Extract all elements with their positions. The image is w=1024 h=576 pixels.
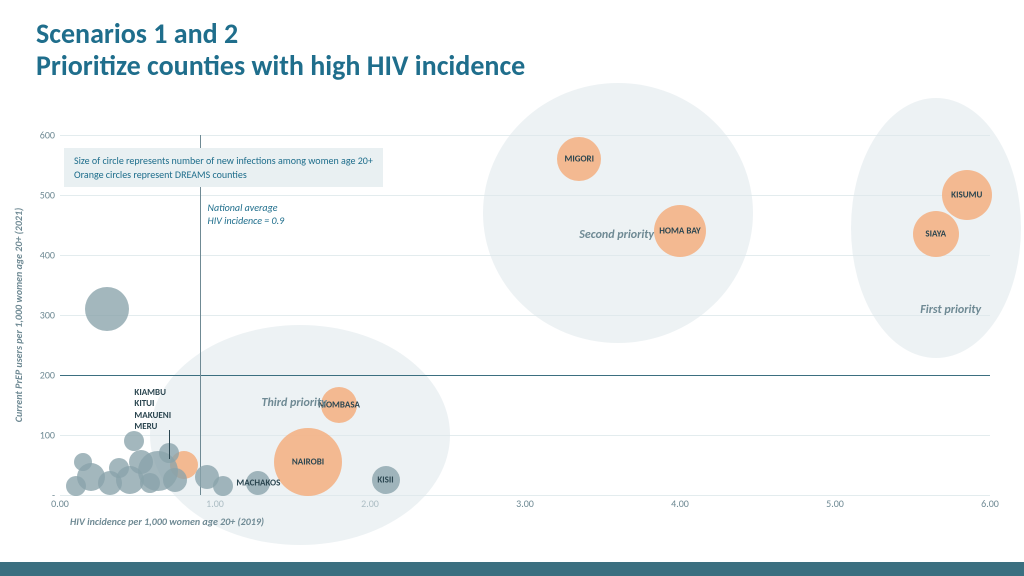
- priority-label: Second priority: [579, 228, 654, 242]
- bubble: [213, 476, 233, 496]
- y-tick-label: -: [15, 489, 55, 502]
- leader-label-group: KIAMBUKITUIMAKUENIMERU: [134, 387, 171, 432]
- title-line-1: Scenarios 1 and 2: [36, 18, 525, 50]
- bubble: [85, 287, 129, 331]
- priority-label: Third priority: [262, 396, 327, 410]
- x-tick-label: 5.00: [826, 497, 844, 510]
- bubble: [163, 468, 187, 492]
- leader-line: [169, 430, 170, 459]
- reference-line-x: [200, 135, 201, 495]
- x-tick-label: 6.00: [981, 497, 999, 510]
- page-title: Scenarios 1 and 2 Prioritize counties wi…: [36, 18, 525, 82]
- x-axis-label: HIV incidence per 1,000 women age 20+ (2…: [70, 515, 264, 528]
- bubble-label: KISUMU: [951, 190, 982, 201]
- legend-box: Size of circle represents number of new …: [64, 148, 383, 187]
- nat-avg-line: HIV incidence = 0.9: [208, 214, 285, 227]
- legend-line: Size of circle represents number of new …: [74, 154, 373, 168]
- x-tick-label: 3.00: [516, 497, 534, 510]
- y-axis-label: Current PrEP users per 1,000 women age 2…: [12, 208, 25, 422]
- bubble-label: NAIROBI: [292, 457, 324, 468]
- y-tick-label: 500: [15, 189, 55, 202]
- bubble-chart: -1002003004005006000.001.002.003.004.005…: [60, 135, 990, 515]
- bubble-label: MIGORI: [564, 154, 594, 165]
- bubble-label: MACHAKOS: [236, 478, 280, 489]
- priority-region: [483, 83, 753, 343]
- leader-label: KITUI: [134, 398, 171, 409]
- x-tick-label: 0.00: [51, 497, 69, 510]
- priority-label: First priority: [920, 303, 981, 317]
- bubble: [74, 453, 92, 471]
- leader-label: MAKUENI: [134, 410, 171, 421]
- bubble-label: SIAYA: [925, 229, 946, 240]
- bubble: [124, 431, 144, 451]
- footer-bar: [0, 562, 1024, 576]
- national-average-note: National averageHIV incidence = 0.9: [208, 201, 285, 227]
- title-line-2: Prioritize counties with high HIV incide…: [36, 50, 525, 82]
- plot-area: -1002003004005006000.001.002.003.004.005…: [60, 135, 990, 495]
- y-tick-label: 600: [15, 129, 55, 142]
- bubble-label: KISII: [377, 475, 393, 486]
- leader-label: KIAMBU: [134, 387, 171, 398]
- x-tick-label: 4.00: [671, 497, 689, 510]
- y-tick-label: 100: [15, 429, 55, 442]
- bubble-label: HOMA BAY: [659, 226, 700, 237]
- leader-label: MERU: [134, 421, 171, 432]
- legend-line: Orange circles represent DREAMS counties: [74, 168, 373, 182]
- nat-avg-line: National average: [208, 201, 285, 214]
